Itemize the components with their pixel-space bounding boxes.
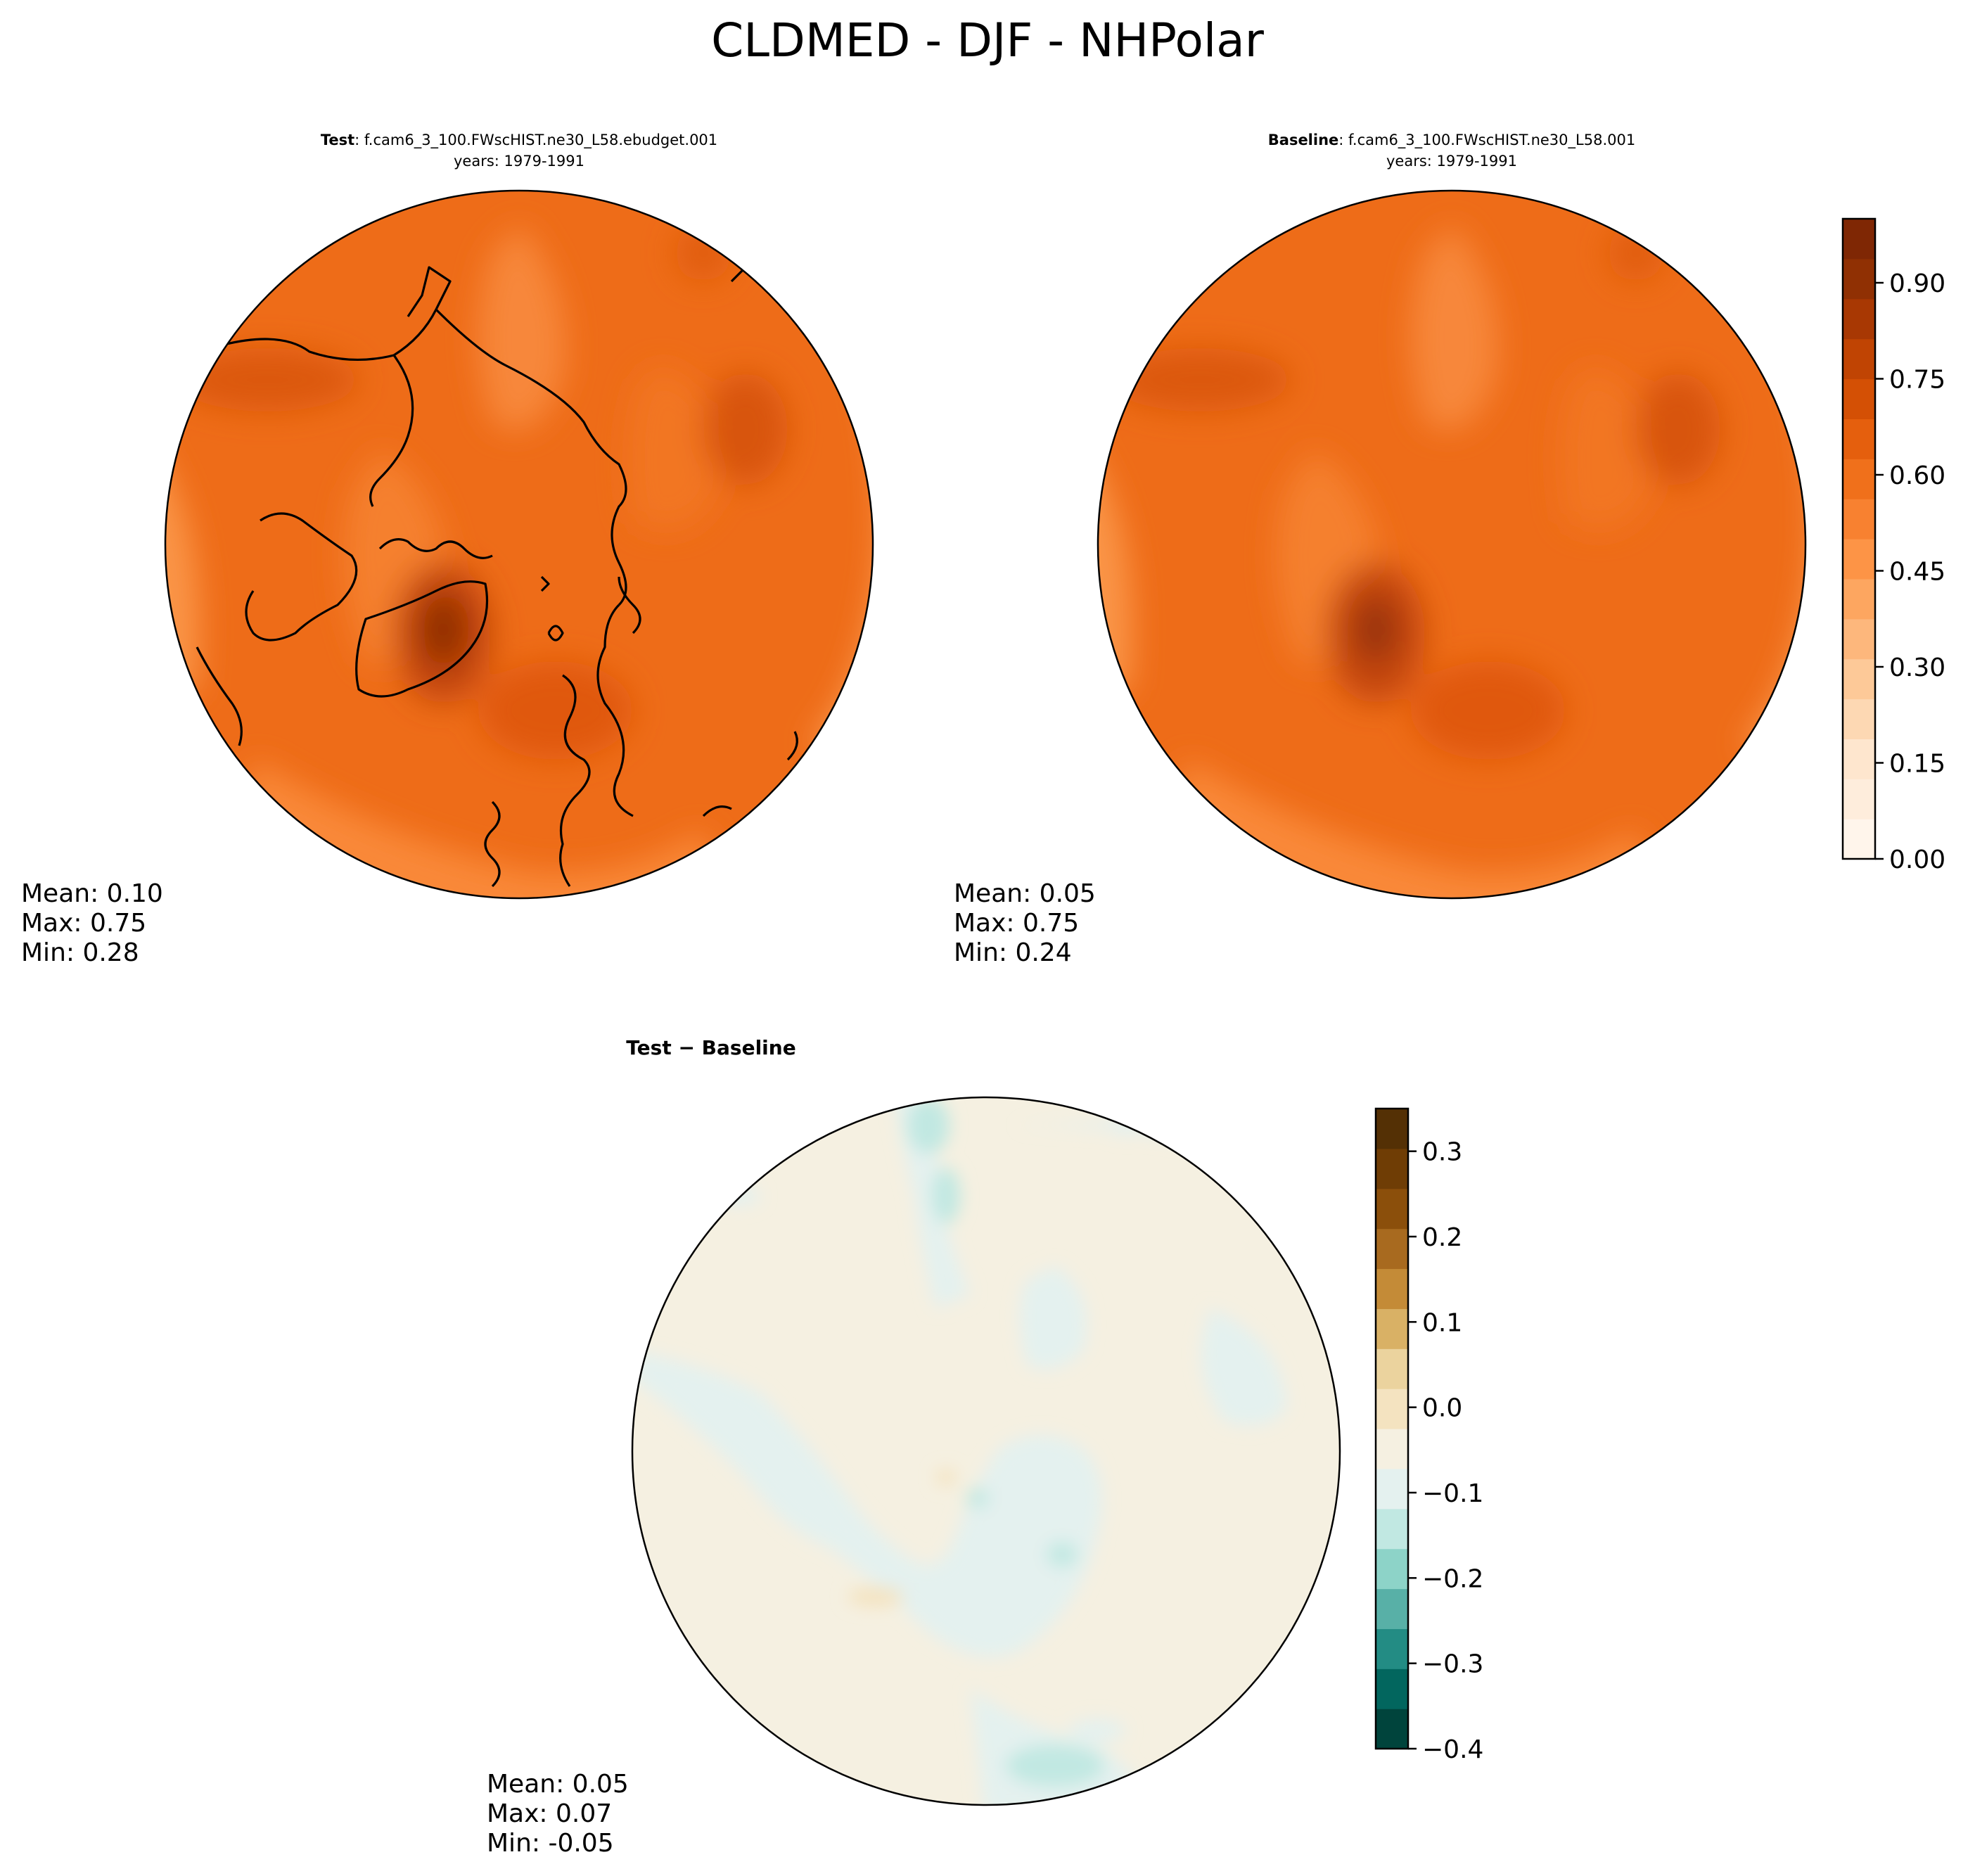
main-colorbar-segment — [1843, 739, 1875, 779]
diff-colorbar-segment — [1376, 1588, 1408, 1629]
diff-stat-mean: Mean: 0.05 — [487, 1770, 629, 1799]
test-panel-title: Test: f.cam6_3_100.FWscHIST.ne30_L58.ebu… — [321, 132, 717, 149]
test-panel: Test: f.cam6_3_100.FWscHIST.ne30_L58.ebu… — [21, 132, 874, 967]
diff-colorbar-frame — [1374, 1107, 1410, 1750]
main-colorbar-segment — [1843, 539, 1875, 580]
baseline-stat-mean: Mean: 0.05 — [954, 879, 1096, 908]
diff-colorbar-tick-label: −0.3 — [1422, 1650, 1483, 1679]
main-colorbar-segment — [1843, 298, 1875, 340]
test-stat-max: Max: 0.75 — [21, 909, 146, 938]
main-colorbar-tick-label: 0.90 — [1889, 269, 1945, 298]
test-label: Test — [321, 132, 354, 148]
diff-stats: Mean: 0.05 Max: 0.07 Min: -0.05 — [487, 1770, 629, 1858]
main-colorbar-tick-label: 0.75 — [1889, 366, 1945, 395]
diff-stat-min: Min: -0.05 — [487, 1829, 614, 1858]
diff-colorbar-tick-label: 0.3 — [1422, 1138, 1462, 1167]
diff-colorbar-segment — [1376, 1548, 1408, 1590]
main-colorbar-segment — [1843, 819, 1875, 860]
main-colorbar-tick-label: 0.60 — [1889, 461, 1945, 490]
test-case-name: : f.cam6_3_100.FWscHIST.ne30_L58.ebudget… — [354, 132, 717, 149]
baseline-stats: Mean: 0.05 Max: 0.75 Min: 0.24 — [954, 879, 1096, 967]
test-map-field — [165, 191, 873, 898]
main-colorbar-ticks: 0.00 0.15 0.30 0.45 0.60 0.75 0.90 — [1875, 269, 1945, 874]
diff-colorbar-ticks: 0.3 0.2 0.1 0.0 −0.1 −0.2 −0.3 −0.4 — [1408, 1138, 1483, 1764]
main-colorbar-tick-label: 0.00 — [1889, 846, 1945, 874]
baseline-panel-title: Baseline: f.cam6_3_100.FWscHIST.ne30_L58… — [1268, 132, 1635, 149]
main-colorbar-segment — [1843, 378, 1875, 419]
main-colorbar-tick-label: 0.45 — [1889, 558, 1945, 587]
diff-colorbar-segment — [1376, 1709, 1408, 1749]
main-colorbar-tick-label: 0.15 — [1889, 750, 1945, 779]
diff-colorbar-tick-label: −0.1 — [1422, 1479, 1483, 1508]
baseline-panel: Baseline: f.cam6_3_100.FWscHIST.ne30_L58… — [954, 132, 1807, 967]
diff-colorbar-segment — [1376, 1228, 1408, 1270]
diff-colorbar-segments — [1376, 1109, 1408, 1749]
diff-colorbar-segment — [1376, 1628, 1408, 1669]
main-colorbar-segment — [1843, 338, 1875, 380]
main-colorbar-segment — [1843, 618, 1875, 660]
diff-panel-title: Test − Baseline — [626, 1036, 795, 1059]
diff-stat-max: Max: 0.07 — [487, 1799, 612, 1828]
main-colorbar-segment — [1843, 779, 1875, 819]
diff-colorbar-tick-label: 0.0 — [1422, 1394, 1462, 1423]
baseline-stat-max: Max: 0.75 — [954, 909, 1079, 938]
test-stats: Mean: 0.10 Max: 0.75 Min: 0.28 — [21, 879, 163, 967]
figure-title: CLDMED - DJF - NHPolar — [711, 13, 1265, 68]
diff-colorbar-tick-label: 0.1 — [1422, 1308, 1462, 1337]
test-map-boundary — [164, 189, 874, 900]
diff-colorbar-segment — [1376, 1268, 1408, 1309]
main-colorbar-frame — [1841, 217, 1877, 860]
baseline-map-field — [1098, 191, 1805, 898]
baseline-stat-min: Min: 0.24 — [954, 938, 1072, 967]
main-colorbar-segment — [1843, 258, 1875, 300]
diff-colorbar-segment — [1376, 1308, 1408, 1349]
main-colorbar: 0.00 0.15 0.30 0.45 0.60 0.75 0.90 — [1841, 217, 1945, 874]
diff-colorbar-segment — [1376, 1109, 1408, 1149]
baseline-label: Baseline — [1268, 132, 1339, 148]
main-colorbar-segments — [1843, 219, 1875, 860]
main-colorbar-segment — [1843, 419, 1875, 459]
diff-panel: Test − Baseline — [487, 1036, 1341, 1858]
baseline-years: years: 1979-1991 — [1386, 153, 1517, 170]
diff-colorbar-tick-label: −0.2 — [1422, 1564, 1483, 1593]
main-colorbar-segment — [1843, 578, 1875, 620]
main-colorbar-segment — [1843, 459, 1875, 499]
diff-colorbar-tick-label: 0.2 — [1422, 1223, 1462, 1252]
diff-colorbar-segment — [1376, 1429, 1408, 1469]
baseline-case-name: : f.cam6_3_100.FWscHIST.ne30_L58.001 — [1338, 132, 1635, 149]
test-stat-mean: Mean: 0.10 — [21, 879, 163, 908]
diff-colorbar-segment — [1376, 1668, 1408, 1709]
diff-colorbar-segment — [1376, 1508, 1408, 1550]
main-colorbar-tick-label: 0.30 — [1889, 653, 1945, 682]
baseline-map-boundary — [1097, 189, 1807, 900]
main-colorbar-segment — [1843, 698, 1875, 739]
diff-colorbar: 0.3 0.2 0.1 0.0 −0.1 −0.2 −0.3 −0.4 — [1374, 1107, 1483, 1764]
diff-map-boundary — [631, 1096, 1341, 1806]
diff-map-field — [632, 1097, 1340, 1805]
main-colorbar-segment — [1843, 658, 1875, 700]
diff-colorbar-segment — [1376, 1148, 1408, 1189]
diff-colorbar-segment — [1376, 1348, 1408, 1389]
diff-colorbar-segment — [1376, 1188, 1408, 1230]
diff-colorbar-segment — [1376, 1389, 1408, 1429]
diff-colorbar-segment — [1376, 1468, 1408, 1510]
test-years: years: 1979-1991 — [454, 153, 584, 170]
main-colorbar-segment — [1843, 499, 1875, 540]
diff-colorbar-tick-label: −0.4 — [1422, 1735, 1483, 1764]
test-stat-min: Min: 0.28 — [21, 938, 139, 967]
main-colorbar-segment — [1843, 219, 1875, 260]
